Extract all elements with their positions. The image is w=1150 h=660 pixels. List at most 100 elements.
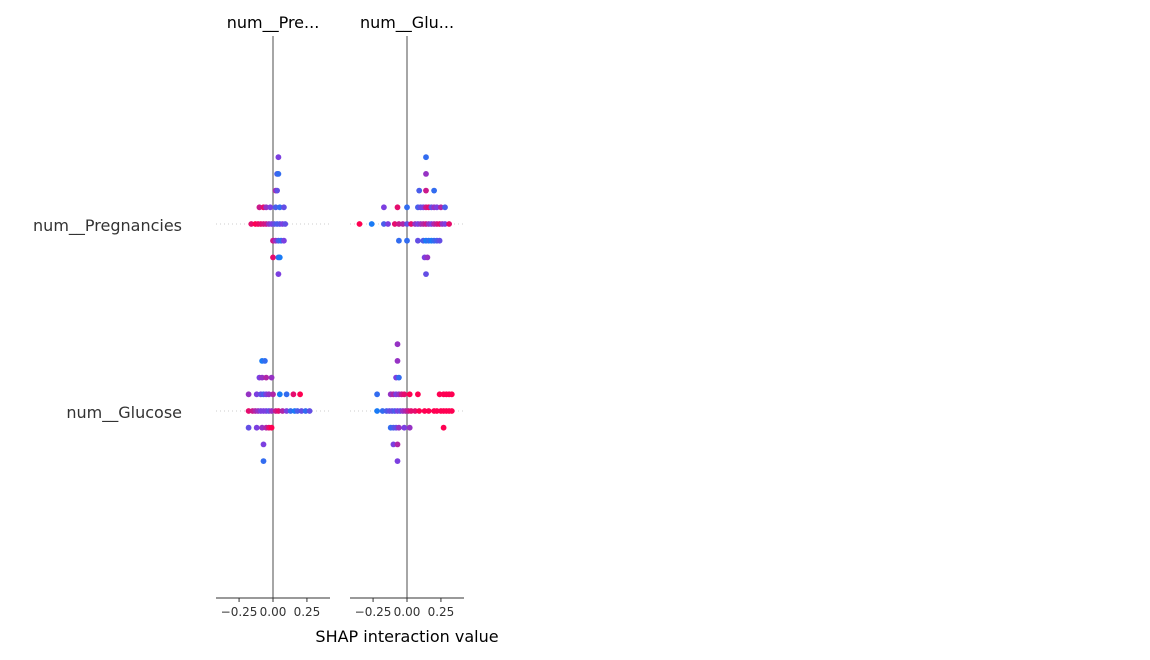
row-label-glucose: num__Glucose [66,403,182,423]
shap-point [283,391,290,398]
shap-point [400,221,406,227]
shap-point [259,374,265,381]
shap-point [396,237,402,244]
shap-point [412,408,418,414]
shap-point [423,171,429,177]
shap-point [282,221,289,227]
shap-point [267,204,274,211]
shap-point [270,254,276,261]
shap-point [446,221,452,227]
shap-point [276,391,283,398]
x-tick-label: 0.00 [260,605,287,619]
x-tick-label: −0.25 [355,605,392,619]
panel-1: num__Pre... −0.25 0.00 0.25 [216,13,330,619]
shap-point [394,204,401,211]
shap-point [379,408,386,414]
shap-point [368,221,375,227]
shap-point [391,221,398,227]
shap-point [245,424,252,431]
shap-point [434,408,440,414]
shap-point [436,391,443,398]
shap-point [408,221,414,227]
shap-point [281,237,287,244]
shap-point [431,187,437,194]
shap-point [448,391,455,398]
shap-point [266,391,272,398]
panels-layer: num__Pre...−0.25 0.00 0.25num__Glu...−0.25… [216,13,464,619]
shap-point [423,154,429,161]
shap-point [263,374,270,381]
shap-point [406,424,413,431]
x-tick-label: 0.00 [394,605,421,619]
shap-point [442,204,448,211]
shap-point [390,441,397,448]
shap-point [381,221,387,227]
shap-point [287,408,294,414]
shap-point [253,391,260,398]
shap-point [425,408,432,414]
shap-point [275,408,282,414]
shap-point [396,221,402,227]
shap-point [260,458,267,464]
shap-point [374,408,380,414]
shap-point [381,204,387,211]
shap-point [434,204,440,211]
panel-2: num__Glu... −0.25 0.00 0.25 [350,13,464,619]
shap-point [374,391,380,398]
shap-point [396,374,402,381]
x-tick-label: 0.25 [294,605,321,619]
panel-title: num__Pre... [227,13,320,33]
shap-point [260,441,267,448]
shap-point [436,237,443,244]
x-axis-label: SHAP interaction value [315,627,498,646]
shap-point [245,408,252,414]
shap-point [268,424,275,431]
shap-point [404,237,410,244]
shap-point [396,424,402,431]
shap-point [385,221,391,227]
shap-point [276,204,283,211]
shap-point [283,408,290,414]
shap-point [248,221,255,227]
shap-point [442,221,448,227]
shap-point [408,408,414,414]
shap-point [256,204,263,211]
shap-point [268,374,275,381]
shap-point [298,408,305,414]
shap-point [394,358,401,364]
shap-point [279,408,286,414]
shap-point [306,408,313,414]
shap-point [394,341,401,348]
shap-point [415,391,421,398]
shap-point [416,408,423,414]
shap-point [268,408,275,414]
shap-point [356,221,363,227]
x-tick-label: −0.25 [221,605,258,619]
shap-point [394,441,401,448]
shap-point [275,154,282,161]
shap-point [297,391,303,398]
shap-point [404,204,410,211]
shap-point [275,171,282,177]
shap-point [259,424,265,431]
shap-point [421,408,428,414]
shap-point [290,391,297,398]
x-tick-label: 0.25 [428,605,455,619]
shap-point [294,408,301,414]
shap-point [262,358,268,364]
shap-point [438,204,444,211]
shap-point [253,424,260,431]
shap-point [423,187,429,194]
shap-point [245,391,252,398]
shap-point [404,221,410,227]
row-label-pregnancies: num__Pregnancies [33,216,182,236]
shap-point [272,204,279,211]
shap-point [401,424,408,431]
shap-point [281,204,287,211]
shap-point [448,408,455,414]
shap-point [394,458,401,464]
shap-point [440,424,447,431]
shap-point [263,204,270,211]
shap-point [406,391,413,398]
